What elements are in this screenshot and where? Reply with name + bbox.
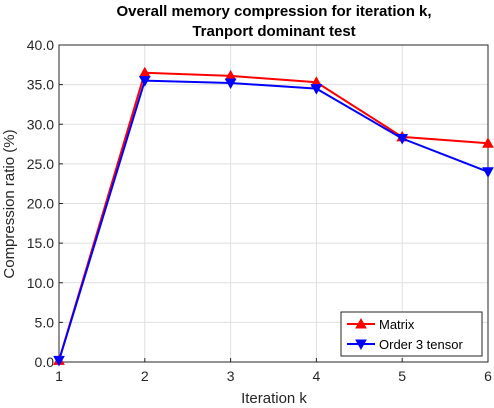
- y-tick-label: 10.0: [27, 275, 54, 291]
- y-tick-label: 15.0: [27, 235, 54, 251]
- y-tick-label: 5.0: [35, 314, 55, 330]
- y-tick-label: 40.0: [27, 37, 54, 53]
- chart-title-line-2: Tranport dominant test: [192, 23, 355, 40]
- x-tick-label: 4: [313, 368, 321, 384]
- series-line: [58, 71, 489, 361]
- y-tick-label: 20.0: [27, 196, 54, 212]
- x-tick-label: 3: [227, 368, 235, 384]
- legend-label: Order 3 tensor: [379, 337, 463, 352]
- x-tick-label: 6: [484, 368, 492, 384]
- x-tick-label: 2: [141, 368, 149, 384]
- data-point-marker: [482, 167, 494, 178]
- series-order-3-tensor: [53, 76, 494, 367]
- x-tick-label: 5: [398, 368, 406, 384]
- legend-marker: [355, 339, 367, 351]
- data-point-marker: [138, 76, 151, 87]
- data-point-marker: [224, 78, 237, 90]
- chart-title-line-1: Overall memory compression for iteration…: [116, 3, 431, 20]
- data-point-marker: [53, 355, 65, 367]
- y-tick-label: 25.0: [27, 156, 54, 172]
- y-tick-label: 30.0: [27, 116, 54, 132]
- y-tick-label: 35.0: [27, 77, 54, 93]
- data-point-marker: [482, 137, 494, 148]
- data-point-marker: [396, 134, 409, 145]
- series-layer: [53, 66, 494, 367]
- legend-box: [340, 311, 483, 357]
- data-point-marker: [310, 84, 323, 95]
- legend: Matrix Order 3 tensor: [340, 311, 483, 357]
- axis-ticks: 1 2 3 4 5 6 0.0 5.0 10.0 15.0 20.0 25.0 30.0 35.0 40.0: [27, 37, 492, 384]
- series-line: [58, 79, 489, 361]
- y-axis-label: Compression ratio (%): [1, 129, 18, 278]
- x-tick-label: 1: [55, 368, 63, 384]
- y-tick-label: 0.0: [35, 354, 55, 370]
- legend-label: Matrix: [379, 317, 415, 332]
- legend-marker: [355, 317, 367, 329]
- x-axis-label: Iteration k: [241, 390, 307, 407]
